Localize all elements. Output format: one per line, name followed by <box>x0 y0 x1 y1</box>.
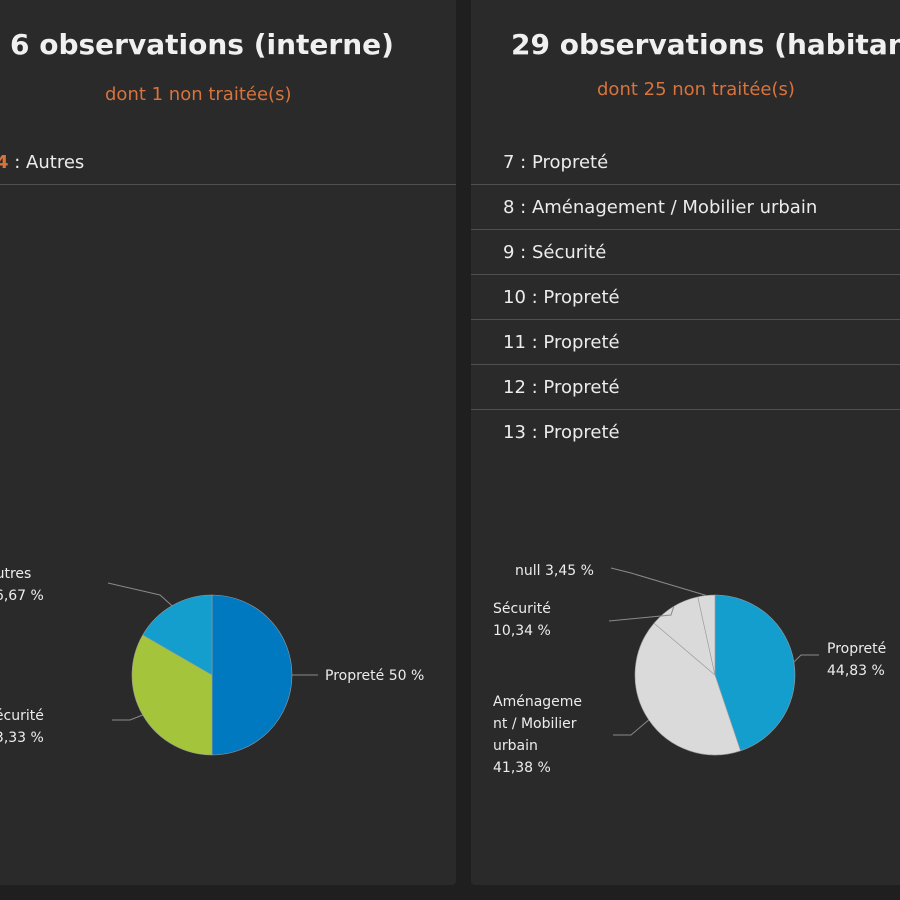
list-item-label: 4 : Autres <box>0 140 84 185</box>
leader-line <box>610 567 707 596</box>
list-item[interactable]: 10 : Propreté <box>471 275 900 320</box>
list-item[interactable]: 12 : Propreté <box>471 365 900 410</box>
slice-label: 33,33 % <box>0 730 44 746</box>
list-item-label: 8 : Aménagement / Mobilier urbain <box>503 197 818 218</box>
list-item[interactable]: 9 : Sécurité <box>471 230 900 275</box>
list-item-label: 13 : Propreté <box>503 422 620 443</box>
slice-label: Propreté <box>827 641 886 657</box>
slice-label: 10,34 % <box>493 623 551 639</box>
slice-label: nt / Mobilier <box>493 716 577 732</box>
observations-interne-panel: 6 observations (interne) dont 1 non trai… <box>0 0 456 885</box>
slice-label: Aménageme <box>493 694 582 710</box>
list-item[interactable]: 8 : Aménagement / Mobilier urbain <box>471 185 900 230</box>
observations-habitants-panel: 29 observations (habitants dont 25 non t… <box>471 0 900 885</box>
slice-label: urbain <box>493 738 538 754</box>
slice-label: Propreté 50 % <box>325 668 424 684</box>
slice-label: Sécurité <box>0 708 44 724</box>
pie-slice-null[interactable] <box>697 594 716 676</box>
slice-label: 41,38 % <box>493 760 551 776</box>
leader-line <box>793 654 819 663</box>
pie-slice-s-curit-[interactable] <box>131 634 213 756</box>
list-item-category: Autres <box>26 152 85 173</box>
list-item[interactable]: 11 : Propreté <box>471 320 900 365</box>
panel-subtitle: dont 1 non traitée(s) <box>105 84 292 105</box>
leader-line <box>608 606 675 622</box>
pie-slice-propret-[interactable] <box>714 594 796 752</box>
list-item[interactable]: 13 : Propreté <box>471 410 900 455</box>
slice-label: Autres <box>0 566 31 582</box>
pie-slice-autres[interactable] <box>142 594 213 676</box>
panel-title: 29 observations (habitants <box>511 28 900 61</box>
list-item[interactable]: 4 : Autres <box>0 140 456 185</box>
slice-label: 16,67 % <box>0 588 44 604</box>
list-item-label: 7 : Propreté <box>503 152 609 173</box>
pie-slice-propret-[interactable] <box>211 594 293 756</box>
pie-chart-interne: Propreté 50 % Sécurité 33,33 % Autres 16,67 … <box>0 566 424 756</box>
slice-label: Sécurité <box>493 601 551 617</box>
list-item-number: 4 <box>0 152 9 173</box>
list-item-label: 11 : Propreté <box>503 332 620 353</box>
slice-label: 44,83 % <box>827 663 885 679</box>
pie-chart-habitants: Propreté 44,83 % Aménageme nt / Mobilier urb… <box>493 563 886 776</box>
slice-label: null 3,45 % <box>515 563 594 579</box>
list-item-label: 10 : Propreté <box>503 287 620 308</box>
leader-line <box>112 714 143 721</box>
list-item[interactable]: 7 : Propreté <box>471 140 900 185</box>
panel-title: 6 observations (interne) <box>10 28 394 61</box>
list-item-label: 12 : Propreté <box>503 377 620 398</box>
leader-line <box>107 582 173 607</box>
leader-line <box>613 719 650 736</box>
panel-subtitle: dont 25 non traitée(s) <box>597 79 795 100</box>
list-item-separator: : <box>8 152 27 173</box>
list-item-label: 9 : Sécurité <box>503 242 607 263</box>
